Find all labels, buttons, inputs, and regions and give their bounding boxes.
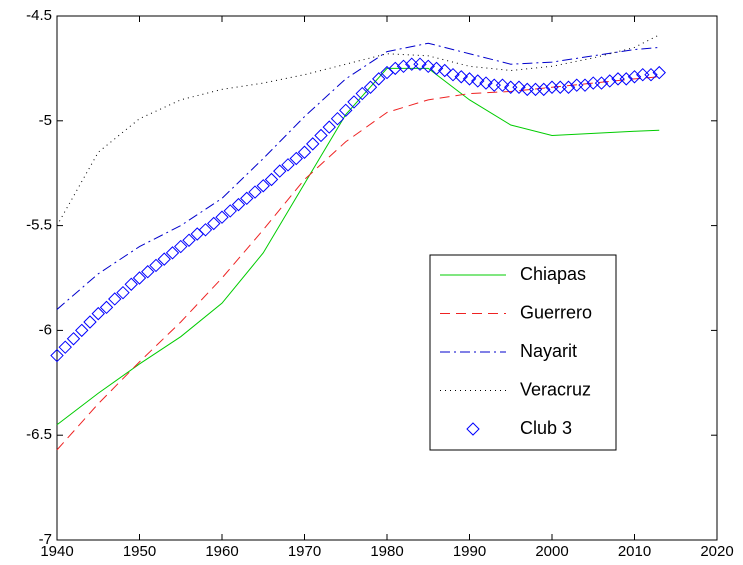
marker — [644, 67, 658, 82]
marker — [429, 61, 444, 76]
marker — [207, 216, 221, 231]
x-tick-label: 2010 — [618, 543, 651, 560]
marker — [322, 120, 336, 134]
marker — [58, 340, 72, 354]
y-tick-label: -5.5 — [26, 217, 52, 234]
marker — [454, 70, 468, 84]
marker — [50, 348, 64, 363]
marker — [512, 80, 526, 94]
line — [56, 34, 660, 226]
y-tick-label: -6.5 — [26, 426, 52, 443]
y-tick-label: -4.5 — [26, 7, 52, 24]
marker — [396, 59, 411, 74]
legend-label: Veracruz — [520, 379, 591, 399]
marker — [174, 239, 188, 254]
marker — [355, 86, 369, 101]
x-tick-label: 1960 — [205, 543, 238, 560]
marker — [495, 78, 510, 92]
marker — [297, 145, 312, 159]
marker — [231, 197, 246, 212]
marker — [264, 172, 279, 187]
marker — [339, 103, 353, 118]
marker — [132, 271, 147, 285]
marker — [116, 285, 130, 300]
marker — [108, 292, 122, 306]
x-tick-label: 2000 — [535, 543, 568, 560]
marker — [223, 204, 237, 218]
marker — [619, 72, 633, 86]
marker — [75, 323, 89, 338]
plot-frame — [56, 15, 718, 541]
x-tick-label: 1990 — [453, 543, 486, 560]
marker — [248, 185, 262, 199]
legend-label: Nayarit — [520, 341, 577, 361]
marker — [578, 78, 592, 92]
marker — [421, 59, 435, 74]
marker — [652, 65, 666, 80]
marker — [561, 80, 576, 94]
marker — [99, 300, 114, 315]
marker — [603, 74, 617, 88]
marker — [141, 265, 155, 279]
marker — [537, 82, 551, 97]
marker — [330, 111, 345, 126]
marker — [165, 246, 180, 260]
marker — [462, 72, 477, 86]
marker — [124, 277, 138, 291]
marker — [479, 76, 493, 90]
legend-marker — [466, 422, 480, 436]
y-tick-label: -7 — [39, 531, 52, 548]
x-tick-label: 1980 — [370, 543, 403, 560]
marker — [289, 151, 303, 166]
marker — [446, 67, 460, 82]
marker — [281, 158, 295, 172]
marker — [471, 74, 485, 88]
legend: Chiapas Guerrero Nayarit Veracruz Club 3 — [429, 254, 617, 451]
x-tick-label: 1970 — [288, 543, 321, 560]
marker — [83, 315, 97, 329]
marker — [198, 223, 213, 237]
x-tick-label: 2020 — [700, 543, 733, 560]
marker — [388, 61, 402, 76]
marker — [314, 128, 328, 143]
y-tick-label: -6 — [39, 321, 52, 338]
marker — [413, 57, 427, 71]
marker — [372, 72, 386, 86]
marker — [91, 306, 105, 321]
x-tick-label: 1940 — [40, 543, 73, 560]
legend-label: Guerrero — [520, 302, 592, 322]
marker — [273, 164, 287, 178]
marker — [240, 191, 254, 206]
marker — [215, 210, 229, 224]
marker — [347, 95, 361, 109]
x-tick-label: 1950 — [123, 543, 156, 560]
marker — [149, 258, 163, 273]
marker — [594, 76, 609, 90]
marker — [627, 70, 642, 84]
marker — [66, 332, 81, 346]
marker — [306, 137, 320, 151]
legend-label: Chiapas — [520, 264, 586, 284]
marker — [157, 252, 171, 266]
marker — [363, 80, 378, 94]
marker — [182, 233, 196, 247]
legend-label: Club 3 — [520, 418, 572, 438]
marker — [438, 63, 452, 78]
marker — [256, 179, 270, 193]
y-tick-label: -5 — [39, 112, 52, 129]
line — [56, 42, 660, 310]
